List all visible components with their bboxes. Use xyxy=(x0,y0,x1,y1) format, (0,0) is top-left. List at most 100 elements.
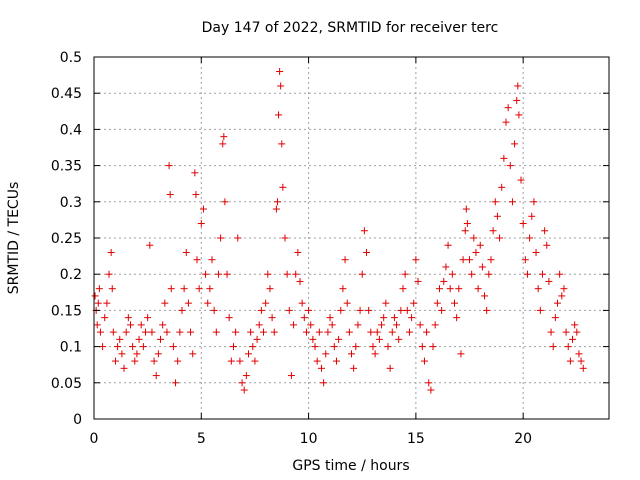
data-point xyxy=(270,328,278,336)
data-point xyxy=(560,285,568,293)
y-tick-label: 0.5 xyxy=(60,50,82,66)
data-point xyxy=(489,227,497,235)
data-point xyxy=(191,169,199,177)
data-point xyxy=(414,277,422,285)
y-tick-label: 0.25 xyxy=(51,231,82,247)
data-point xyxy=(438,306,446,314)
data-point xyxy=(283,270,291,278)
data-point xyxy=(317,364,325,372)
data-point xyxy=(193,256,201,264)
data-point xyxy=(521,256,529,264)
data-point xyxy=(94,299,102,307)
data-point xyxy=(564,343,572,351)
data-point xyxy=(571,321,579,329)
data-point xyxy=(526,234,534,242)
data-point xyxy=(511,140,519,148)
data-point xyxy=(442,263,450,271)
data-point xyxy=(294,248,302,256)
data-point xyxy=(523,270,531,278)
data-point xyxy=(573,328,581,336)
y-tick-label: 0.15 xyxy=(51,303,82,319)
data-point xyxy=(360,227,368,235)
data-point xyxy=(485,270,493,278)
data-point xyxy=(446,285,454,293)
data-point xyxy=(187,328,195,336)
data-point xyxy=(245,350,252,358)
data-point xyxy=(577,357,585,365)
data-point xyxy=(221,198,229,206)
data-point xyxy=(292,270,300,278)
data-point xyxy=(463,220,471,228)
data-point xyxy=(229,343,237,351)
data-point xyxy=(262,299,270,307)
data-point xyxy=(405,328,413,336)
data-point xyxy=(472,248,480,256)
data-point xyxy=(287,372,295,380)
data-point xyxy=(275,111,283,119)
data-point xyxy=(159,321,167,329)
data-point xyxy=(279,183,287,191)
data-point xyxy=(199,205,207,213)
data-point xyxy=(154,350,162,358)
data-point xyxy=(513,96,521,104)
x-tick-label: 5 xyxy=(197,431,206,447)
y-tick-label: 0 xyxy=(73,412,82,428)
data-point xyxy=(416,321,424,329)
chart-title: Day 147 of 2022, SRMTID for receiver ter… xyxy=(202,20,499,36)
data-point xyxy=(225,314,233,322)
y-axis-label: SRMTID / TECUs xyxy=(6,182,22,295)
data-point xyxy=(474,285,482,293)
data-point xyxy=(210,306,218,314)
data-point xyxy=(180,285,188,293)
data-point xyxy=(462,205,470,213)
data-point xyxy=(365,306,373,314)
data-point xyxy=(184,299,192,307)
y-tick-label: 0.1 xyxy=(60,340,82,356)
data-point xyxy=(163,328,171,336)
data-point xyxy=(493,212,501,220)
data-point xyxy=(457,350,465,358)
data-point xyxy=(399,285,407,293)
data-point xyxy=(116,335,124,343)
data-point xyxy=(343,299,351,307)
data-point xyxy=(219,140,227,148)
data-point xyxy=(519,220,527,228)
data-point xyxy=(459,256,467,264)
y-tick-label: 0.35 xyxy=(51,159,82,175)
data-point xyxy=(122,328,130,336)
data-point xyxy=(562,328,570,336)
data-point xyxy=(277,82,285,90)
data-points xyxy=(91,67,587,394)
data-point xyxy=(313,357,321,365)
data-point xyxy=(99,343,107,351)
data-point xyxy=(425,379,433,387)
data-point xyxy=(157,335,165,343)
data-point xyxy=(468,270,476,278)
data-point xyxy=(423,328,431,336)
data-point xyxy=(146,241,154,249)
data-point xyxy=(167,285,175,293)
data-point xyxy=(96,328,104,336)
data-point xyxy=(296,277,304,285)
data-point xyxy=(418,343,426,351)
data-point xyxy=(107,248,115,256)
data-point xyxy=(322,350,330,358)
data-point xyxy=(227,357,235,365)
data-point xyxy=(302,328,310,336)
data-point xyxy=(502,118,510,126)
x-tick-labels: 0 5 10 15 20 xyxy=(90,431,533,447)
data-point xyxy=(150,357,158,365)
data-point xyxy=(543,241,551,249)
data-point xyxy=(440,277,448,285)
data-point xyxy=(266,285,274,293)
data-point xyxy=(238,379,246,387)
data-point xyxy=(217,234,225,242)
data-point xyxy=(504,104,512,112)
data-point xyxy=(195,285,203,293)
data-point xyxy=(500,154,508,162)
data-point xyxy=(408,314,416,322)
data-point xyxy=(515,111,523,119)
data-point xyxy=(332,357,340,365)
data-point xyxy=(508,198,516,206)
